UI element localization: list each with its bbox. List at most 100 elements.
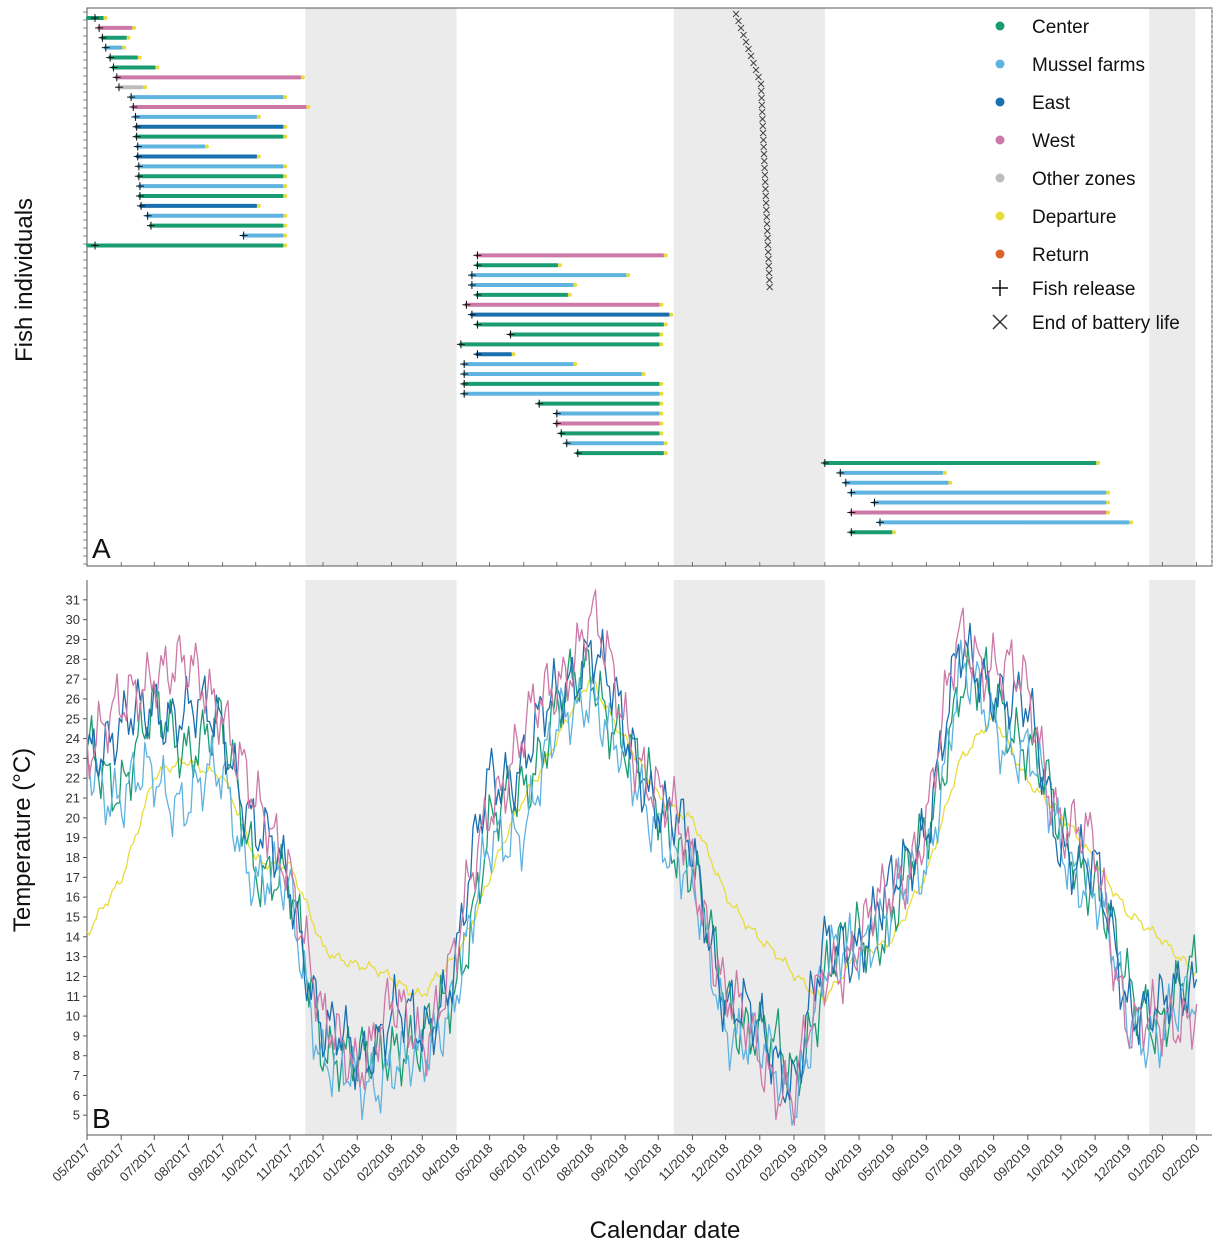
fish-release-marker-40 [552, 409, 561, 418]
panel-b-x-tick-label-33: 02/2020 [1159, 1141, 1203, 1185]
battery-end-marker-13 [758, 101, 766, 109]
legend-marker-0 [995, 21, 1005, 31]
fish-release-marker-25 [473, 261, 482, 270]
battery-end-marker-9 [755, 73, 762, 81]
panel-b-y-tick-label-21: 26 [66, 691, 80, 706]
legend-label-1: Mussel farms [1032, 55, 1145, 76]
fish-release-marker-4 [106, 53, 115, 62]
fish-release-marker-0 [91, 14, 99, 22]
panel-a-shaded-period-1 [673, 8, 825, 566]
fish-track-departure-39 [659, 401, 664, 406]
legend-label-0: Center [1032, 17, 1090, 38]
fish-release-marker-45 [820, 459, 829, 467]
panel-b-y-tick-label-25: 30 [66, 612, 80, 627]
fish-track-departure-5 [155, 65, 160, 70]
temperature-series-3 [86, 622, 1198, 1104]
battery-end-marker-25 [762, 185, 769, 193]
fish-release-marker-27 [467, 281, 476, 289]
panel-b-y-tick-label-3: 8 [73, 1048, 80, 1063]
fish-track-departure-21 [283, 223, 288, 228]
fish-track-departure-47 [948, 480, 953, 485]
panel-b-y-tick-label-11: 16 [66, 890, 80, 905]
battery-end-marker-37 [765, 269, 773, 277]
panel-b-ylabel: Temperature (°C) [9, 748, 36, 932]
fish-release-marker-51 [876, 518, 885, 527]
fish-release-marker-37 [460, 379, 469, 388]
panel-b-shaded-period-2 [1149, 580, 1196, 1135]
panel-b-y-tick-label-12: 17 [66, 870, 80, 885]
fish-track-departure-1 [132, 25, 137, 30]
legend-label-5: Departure [1032, 207, 1117, 228]
fish-track-departure-12 [283, 134, 288, 139]
panel-a-shaded-period-2 [1149, 8, 1196, 566]
panel-b-y-tick-label-9: 14 [66, 929, 80, 944]
battery-end-marker-22 [761, 164, 768, 172]
fish-release-marker-18 [135, 192, 144, 200]
battery-end-marker-32 [764, 234, 771, 242]
legend-label-4: Other zones [1032, 169, 1136, 190]
battery-end-marker-6 [747, 52, 755, 60]
fish-track-departure-3 [122, 45, 127, 50]
fish-release-marker-35 [460, 360, 469, 369]
battery-end-marker-21 [760, 157, 768, 165]
fish-track-departure-38 [659, 391, 664, 396]
battery-end-marker-4 [742, 38, 750, 46]
panel-b-y-tick-label-17: 22 [66, 771, 80, 786]
battery-end-marker-8 [752, 66, 760, 74]
battery-end-marker-15 [759, 115, 766, 123]
fish-track-departure-17 [283, 184, 288, 189]
legend-marker-4 [995, 173, 1005, 183]
panel-b-y-tick-label-0: 5 [73, 1108, 80, 1123]
fish-release-marker-2 [98, 33, 107, 42]
battery-end-marker-30 [763, 220, 771, 228]
panel-b-y-tick-label-23: 28 [66, 652, 80, 667]
fish-track-departure-44 [663, 451, 668, 456]
fish-track-departure-11 [283, 124, 288, 129]
fish-track-departure-36 [641, 372, 646, 376]
fish-release-marker-49 [870, 498, 879, 507]
panel-b-y-tick-label-18: 23 [66, 751, 80, 766]
fish-track-departure-33 [659, 342, 664, 347]
fish-track-departure-7 [143, 85, 148, 90]
fish-release-marker-28 [473, 290, 482, 299]
legend-marker-3 [995, 135, 1005, 145]
fish-track-departure-16 [283, 174, 288, 179]
fish-track-departure-52 [892, 530, 897, 535]
battery-end-marker-2 [737, 24, 745, 32]
fish-release-marker-16 [134, 172, 143, 181]
temperature-series-0 [86, 676, 1198, 1005]
panel-b-y-tick-label-10: 15 [66, 909, 80, 924]
fish-release-marker-29 [462, 300, 471, 309]
fish-release-marker-33 [456, 340, 465, 349]
legend-label-3: West [1032, 131, 1076, 152]
fish-release-marker-5 [109, 63, 118, 72]
battery-end-marker-3 [740, 31, 747, 39]
battery-end-marker-17 [759, 129, 767, 137]
temperature-series-4 [86, 589, 1198, 1126]
fish-track-departure-22 [283, 233, 288, 238]
fish-release-marker-11 [132, 122, 141, 131]
fish-track-departure-14 [256, 154, 261, 159]
fish-track-departure-32 [659, 332, 664, 337]
battery-end-marker-28 [763, 206, 770, 214]
fish-track-departure-15 [283, 164, 288, 169]
battery-end-marker-10 [757, 80, 765, 88]
panel-b-y-tick-label-19: 24 [66, 731, 80, 746]
legend-label-8: End of battery life [1032, 313, 1180, 334]
fish-track-departure-30 [669, 312, 674, 317]
fish-release-marker-10 [131, 112, 140, 121]
fish-track-departure-8 [283, 95, 288, 100]
fish-track-departure-0 [103, 16, 108, 20]
fish-track-departure-29 [659, 302, 664, 307]
fish-track-departure-37 [659, 381, 664, 386]
panel-b-y-tick-label-5: 10 [66, 1009, 80, 1024]
fish-track-departure-48 [1106, 490, 1111, 495]
legend-marker-8 [992, 314, 1008, 330]
battery-end-marker-38 [766, 276, 773, 284]
fish-track-departure-34 [511, 352, 516, 357]
fish-track-departure-28 [567, 292, 572, 297]
fish-release-marker-20 [143, 211, 152, 220]
battery-end-marker-12 [758, 94, 765, 102]
battery-end-marker-36 [765, 262, 773, 270]
